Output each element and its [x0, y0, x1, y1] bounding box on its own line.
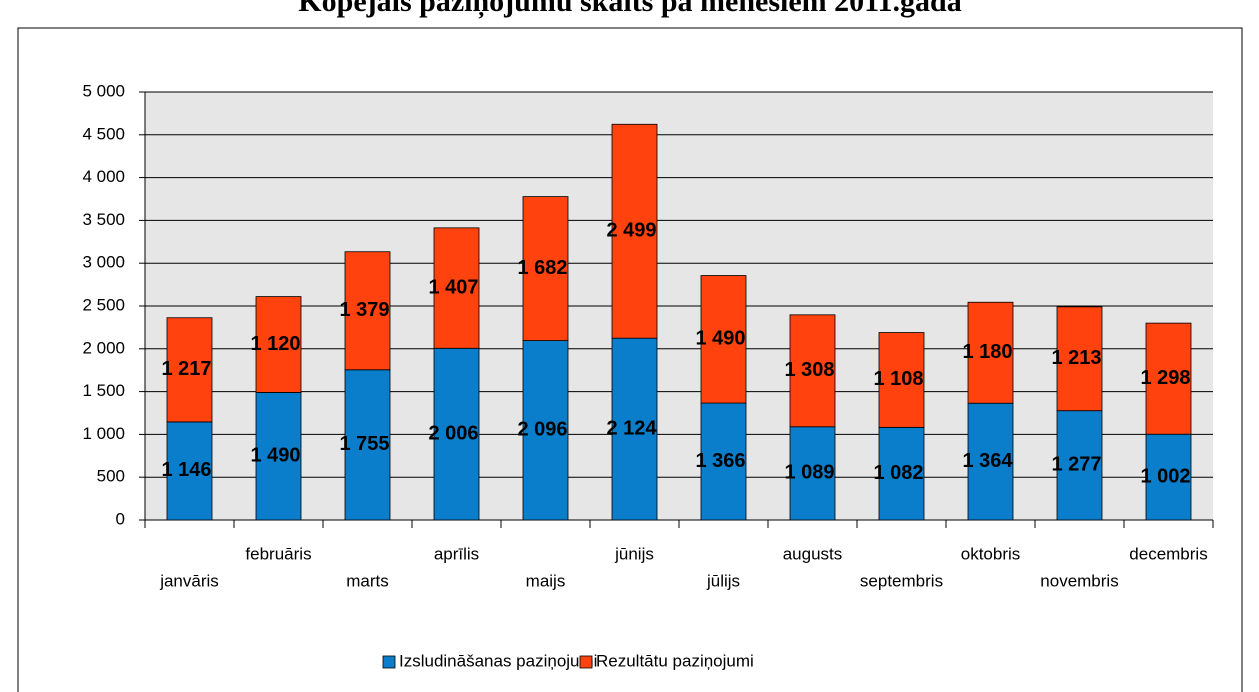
data-label: 1 364 — [962, 450, 1013, 472]
bar-segment — [789, 426, 836, 521]
data-label: 1 308 — [784, 359, 834, 381]
x-tick-label: jūlijs — [706, 571, 740, 590]
y-tick-label: 2 000 — [82, 338, 125, 357]
x-tick-label: janvāris — [159, 571, 219, 590]
data-label: 1 366 — [695, 450, 745, 472]
legend-swatch — [382, 655, 396, 669]
x-tick-label: februāris — [245, 544, 311, 563]
bar-segment — [700, 275, 747, 404]
data-label: 1 108 — [873, 368, 923, 390]
data-label: 1 180 — [962, 341, 1012, 363]
x-tick-label: marts — [346, 571, 389, 590]
bar-segment — [967, 402, 1014, 521]
y-tick-label: 3 500 — [82, 210, 125, 229]
bar-segment — [344, 251, 391, 371]
bar-segment — [700, 402, 747, 521]
data-label: 2 124 — [606, 417, 657, 439]
data-label: 2 006 — [428, 422, 478, 444]
y-tick-label: 0 — [116, 509, 125, 528]
data-label: 1 490 — [250, 445, 300, 467]
x-tick-label: decembris — [1129, 544, 1207, 563]
y-tick-label: 500 — [97, 467, 125, 486]
bar-segment — [433, 227, 480, 349]
y-tick-label: 2 500 — [82, 295, 125, 314]
data-label: 1 298 — [1140, 367, 1190, 389]
x-tick-label: oktobris — [961, 544, 1021, 563]
y-tick-label: 4 000 — [82, 167, 125, 186]
y-tick-label: 4 500 — [82, 124, 125, 143]
bar-segment — [166, 317, 213, 423]
y-tick-label: 5 000 — [82, 81, 125, 100]
bar-segment — [611, 123, 658, 339]
y-tick-label: 1 000 — [82, 424, 125, 443]
data-label: 1 755 — [339, 433, 389, 455]
y-tick-label: 3 000 — [82, 253, 125, 272]
x-tick-label: novembris — [1040, 571, 1118, 590]
bar-segment — [878, 426, 925, 521]
x-tick-label: augusts — [783, 544, 843, 563]
x-tick-label: maijs — [526, 571, 566, 590]
x-tick-label: septembris — [860, 571, 943, 590]
data-label: 1 379 — [339, 299, 389, 321]
legend-swatch — [579, 655, 593, 669]
bar-segment — [1145, 322, 1192, 435]
data-label: 1 490 — [695, 328, 745, 350]
bar-segment — [255, 296, 302, 393]
data-label: 1 682 — [517, 257, 567, 279]
bar-segment — [522, 340, 569, 521]
bar-segment — [344, 369, 391, 521]
bar-segment — [878, 332, 925, 428]
bar-segment — [522, 196, 569, 341]
bar-segment — [1056, 306, 1103, 412]
data-label: 1 277 — [1051, 454, 1101, 476]
legend-label: Izsludināšanas paziņojumi — [399, 651, 597, 670]
chart-frame — [17, 27, 1243, 692]
data-label: 1 002 — [1140, 465, 1190, 487]
bar-segment — [611, 337, 658, 521]
data-label: 1 213 — [1051, 347, 1101, 369]
data-label: 1 082 — [873, 462, 923, 484]
data-label: 1 217 — [161, 358, 211, 380]
x-tick-label: jūnijs — [614, 544, 654, 563]
data-label: 1 146 — [161, 459, 211, 481]
bar-segment — [967, 301, 1014, 404]
bar-segment — [433, 347, 480, 521]
data-label: 2 499 — [606, 220, 656, 242]
x-tick-label: aprīlis — [434, 544, 479, 563]
data-label: 1 089 — [784, 462, 834, 484]
data-label: 1 120 — [250, 333, 300, 355]
y-tick-label: 1 500 — [82, 381, 125, 400]
data-label: 2 096 — [517, 419, 567, 441]
chart-title: Kopējais paziņojumu skaits pa mēnešiem 2… — [298, 0, 961, 19]
bar-segment — [255, 392, 302, 521]
data-label: 1 407 — [428, 276, 478, 298]
bar-segment — [1145, 433, 1192, 521]
legend-label: Rezultātu paziņojumi — [596, 651, 754, 670]
bar-segment — [789, 314, 836, 428]
